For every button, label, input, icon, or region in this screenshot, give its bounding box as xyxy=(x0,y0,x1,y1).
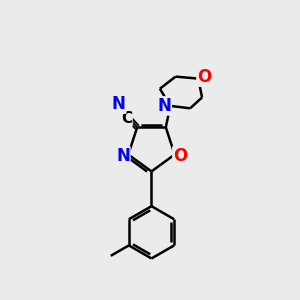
Text: O: O xyxy=(173,147,187,165)
Text: C: C xyxy=(121,111,132,126)
Text: N: N xyxy=(112,95,126,113)
Text: N: N xyxy=(116,147,130,165)
Text: N: N xyxy=(158,97,171,115)
Text: O: O xyxy=(197,68,211,86)
